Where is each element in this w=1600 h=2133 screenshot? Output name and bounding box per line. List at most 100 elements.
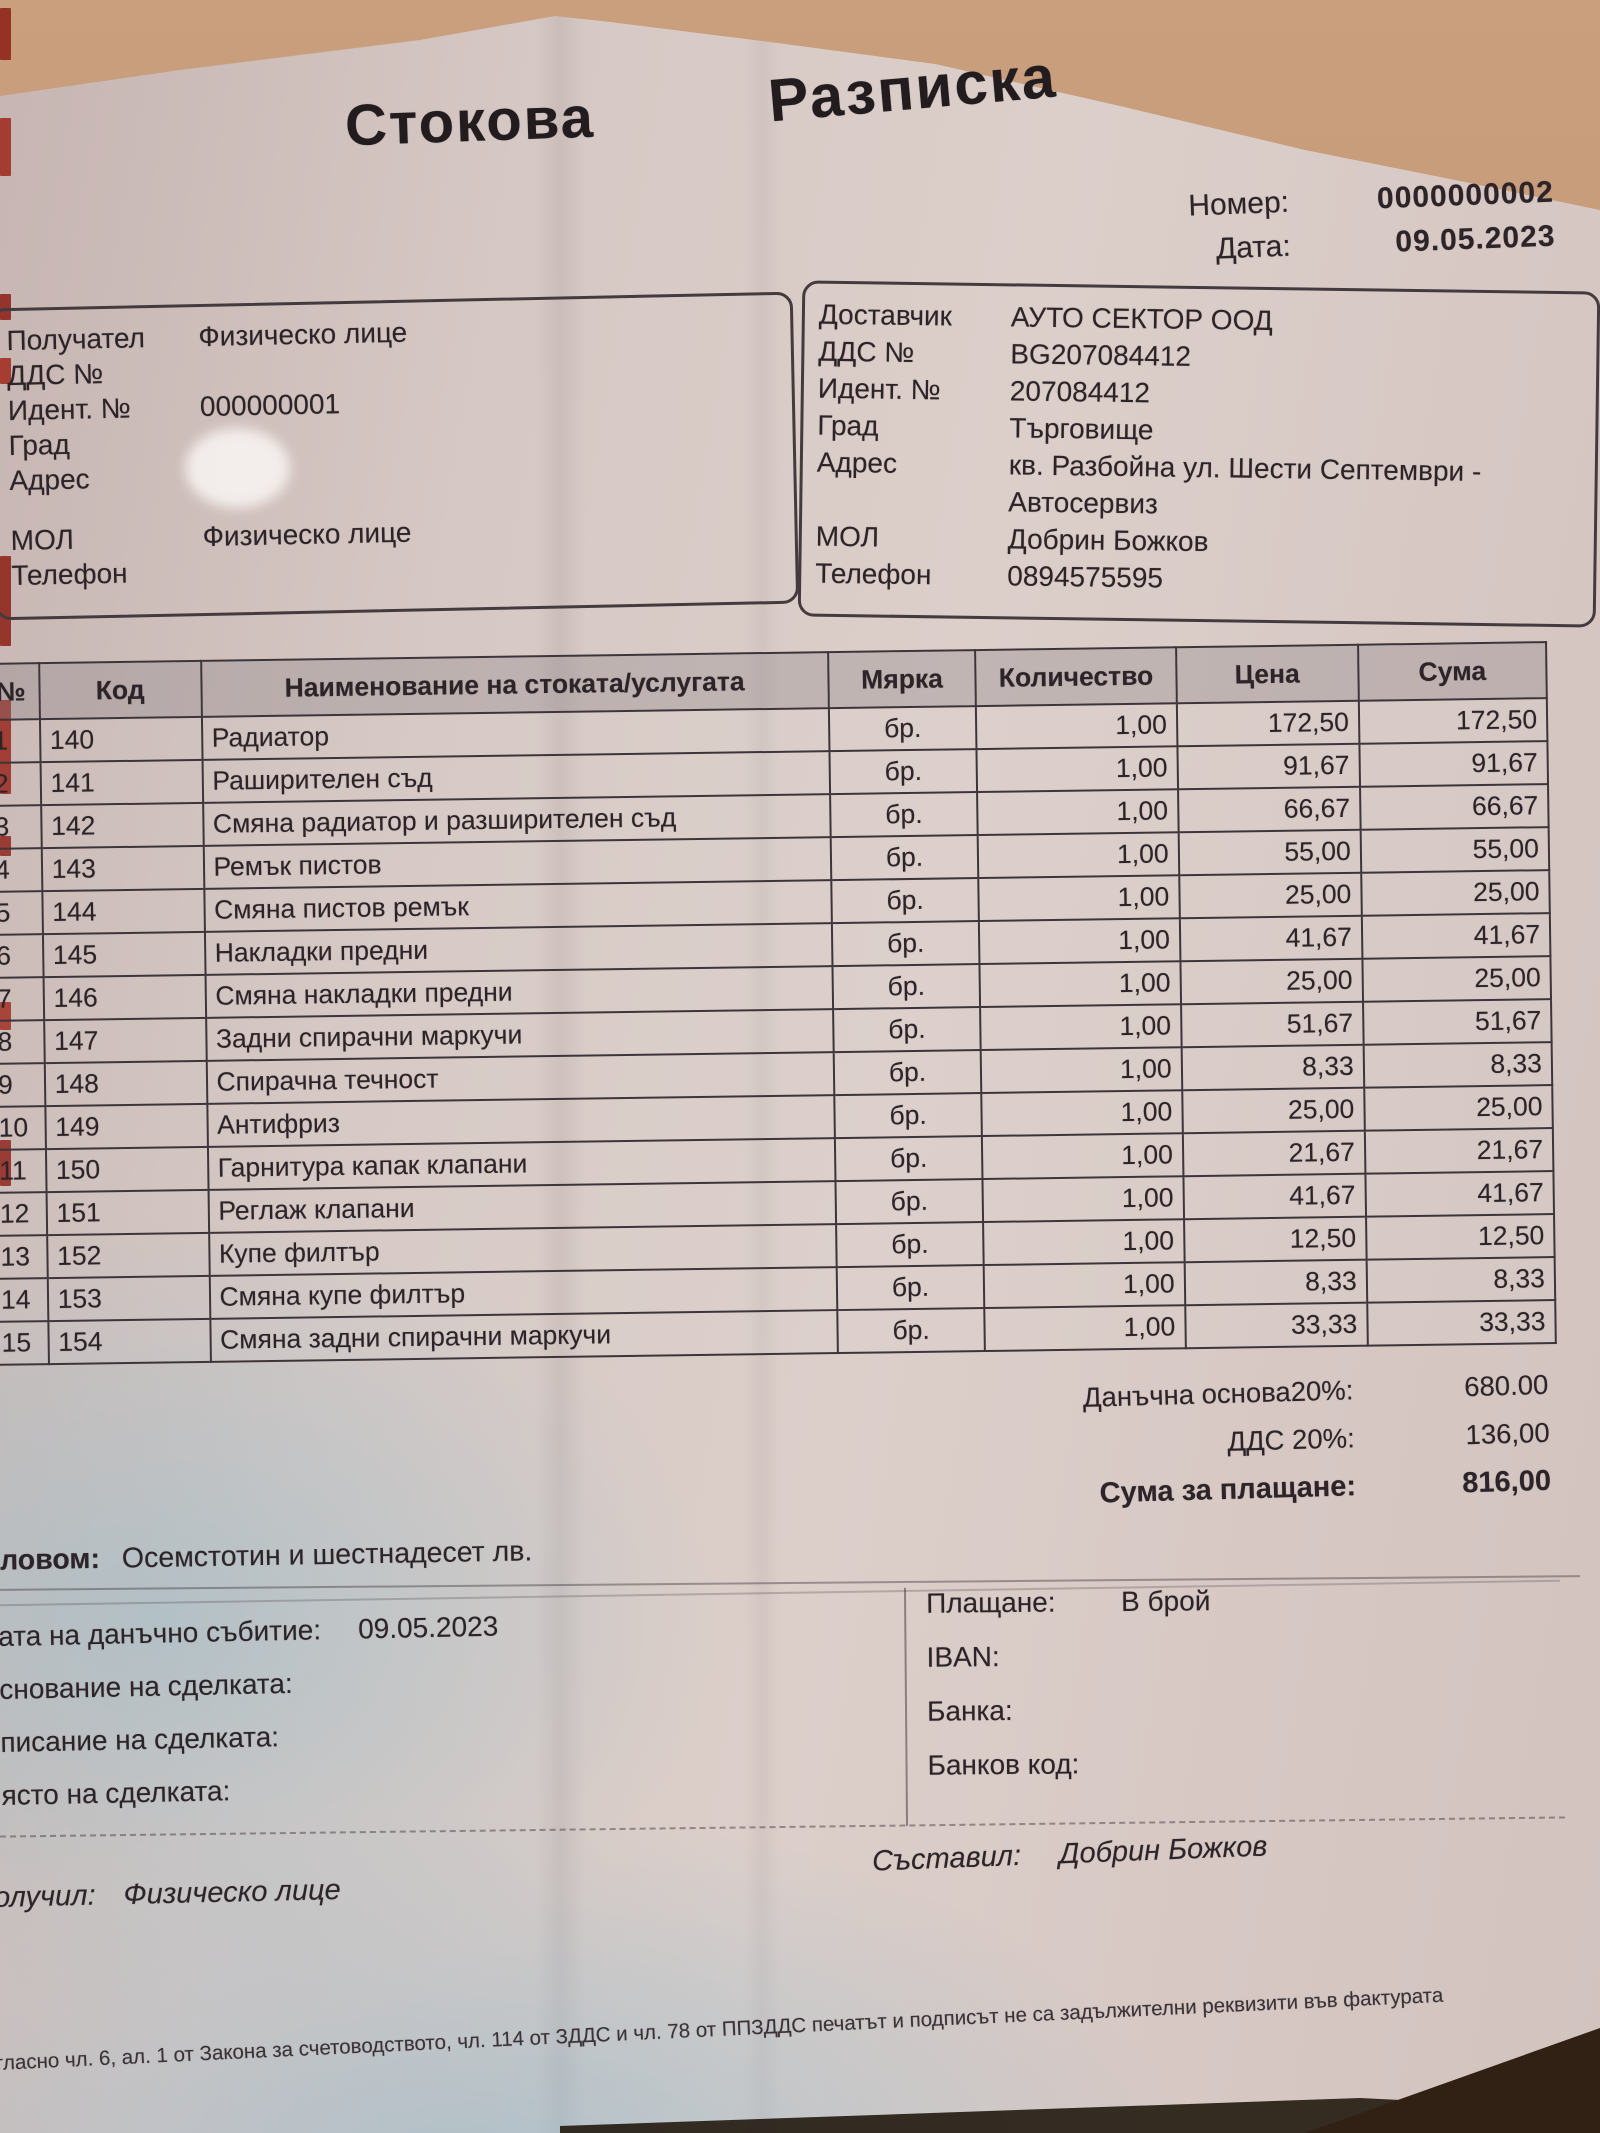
cell-no: 2 — [0, 762, 41, 806]
cell-sum: 41,67 — [1361, 913, 1551, 959]
amount-in-words-label: ловом: — [0, 1542, 101, 1577]
col-header-sum: Сума — [1357, 642, 1547, 701]
field-label: МОЛ — [815, 520, 880, 553]
cell-code: 141 — [40, 759, 203, 806]
cell-code: 145 — [42, 931, 206, 978]
photo-edge-artifact — [0, 8, 11, 60]
cell-no: 8 — [0, 1020, 45, 1064]
document-meta: Номер: 0000000002 Дата: 09.05.2023 — [1113, 176, 1556, 281]
cell-no: 11 — [0, 1149, 47, 1193]
cell-unit: бр. — [835, 1179, 984, 1225]
photo-edge-artifact — [0, 118, 11, 176]
cell-sum: 33,33 — [1367, 1300, 1556, 1346]
field-label: Плащане: — [925, 1586, 1056, 1619]
date-label: Дата: — [1215, 229, 1292, 266]
photo-edge-artifact — [0, 700, 11, 794]
cell-sum: 25,00 — [1361, 870, 1550, 916]
cell-price: 66,67 — [1177, 786, 1361, 833]
cell-price: 8,33 — [1184, 1259, 1368, 1306]
photo-edge-artifact — [0, 556, 11, 646]
composed-by-value: Добрин Божков — [1058, 1830, 1268, 1871]
col-header-no: № — [0, 663, 40, 720]
cell-price: 51,67 — [1180, 1001, 1364, 1048]
vat-row: ДДС 20%: 136,00 — [894, 1417, 1550, 1467]
cell-unit: бр. — [836, 1265, 985, 1311]
cell-code: 144 — [42, 888, 205, 935]
cell-sum: 25,00 — [1364, 1085, 1553, 1131]
cell-no: 5 — [0, 891, 43, 935]
payment-row: Банков код: — [927, 1744, 1567, 1782]
cell-unit: бр. — [835, 1222, 985, 1268]
cell-sum: 91,67 — [1359, 741, 1549, 787]
tax-base-row: Данъчна основа20%: 680.00 — [893, 1369, 1549, 1419]
cell-price: 8,33 — [1181, 1044, 1365, 1091]
composed-by: Съставил: Добрин Божков — [872, 1830, 1268, 1878]
total-due-label: Сума за плащане: — [1099, 1470, 1357, 1510]
field-label: ДДС № — [818, 335, 915, 369]
cell-price: 91,67 — [1177, 743, 1360, 790]
col-header-price: Цена — [1175, 644, 1359, 704]
field-value: В брой — [1120, 1585, 1211, 1617]
cell-price: 25,00 — [1181, 1087, 1365, 1134]
cell-qty: 1,00 — [984, 1305, 1186, 1352]
amount-in-words-value: Осемстотин и шестнадесет лв. — [121, 1535, 533, 1575]
tax-base-label: Данъчна основа20%: — [1082, 1374, 1354, 1413]
field-label: Банков код: — [927, 1748, 1080, 1781]
number-label: Номер: — [1187, 185, 1290, 223]
col-header-qty: Количество — [975, 647, 1177, 707]
cell-no: 4 — [0, 848, 43, 892]
payment-row: Плащане: В брой — [926, 1582, 1566, 1620]
cell-price: 25,00 — [1178, 872, 1362, 919]
cell-unit: бр. — [830, 878, 980, 924]
vat-value: 136,00 — [1465, 1416, 1551, 1451]
total-due-row: Сума за плащане: 816,00 — [896, 1465, 1552, 1516]
field-value — [1122, 1690, 1567, 1726]
cell-sum: 12,50 — [1365, 1214, 1555, 1260]
field-label: Идент. № — [817, 372, 941, 406]
cell-sum: 66,67 — [1359, 784, 1549, 830]
recipient-box: Получател Физическо лице ДДС № Идент. № … — [0, 291, 800, 621]
tax-base-value: 680.00 — [1463, 1368, 1549, 1403]
payment-row: IBAN: — [926, 1636, 1566, 1674]
cell-qty: 1,00 — [976, 703, 1178, 750]
cell-code: 149 — [45, 1103, 208, 1150]
cell-sum: 8,33 — [1363, 1042, 1553, 1088]
field-label: Град — [8, 428, 71, 462]
supplier-row: Адрес кв. Разбойна ул. Шести Септември -… — [816, 444, 1581, 529]
cell-qty: 1,00 — [981, 1047, 1182, 1094]
field-label: ясто на сделката: — [1, 1775, 231, 1811]
col-header-unit: Мярка — [827, 650, 977, 709]
cell-qty: 1,00 — [979, 918, 1181, 965]
cell-code: 150 — [45, 1146, 209, 1193]
cell-price: 25,00 — [1180, 958, 1363, 1005]
document-date-row: Дата: 09.05.2023 — [1115, 220, 1556, 271]
field-label: Получател — [6, 322, 146, 357]
payment-row: Банка: — [927, 1690, 1567, 1728]
field-label: Телефон — [815, 557, 932, 591]
cell-unit: бр. — [828, 706, 977, 752]
cell-qty: 1,00 — [980, 1004, 1182, 1051]
transaction-row: писание на сделката: — [0, 1709, 860, 1759]
cell-no: 9 — [0, 1063, 46, 1107]
amount-in-words: ловом: Осемстотин и шестнадесет лв. — [0, 1535, 533, 1577]
items-table: № Код Наименование на стоката/услугата М… — [0, 641, 1557, 1366]
cell-code: 154 — [48, 1318, 211, 1365]
col-header-name: Наименование на стоката/услугата — [200, 652, 829, 717]
date-value: 09.05.2023 — [1394, 219, 1557, 259]
cell-code: 140 — [39, 716, 203, 763]
cell-price: 21,67 — [1182, 1130, 1366, 1177]
photo-edge-artifact — [0, 358, 11, 384]
paper-smudge — [185, 428, 290, 508]
cell-qty: 1,00 — [978, 875, 1180, 922]
cell-unit: бр. — [833, 1050, 982, 1096]
cell-sum: 21,67 — [1364, 1128, 1554, 1174]
field-value: 09.05.2023 — [357, 1610, 499, 1645]
received-by-label: олучил: — [0, 1879, 96, 1914]
photo-edge-artifact — [0, 1002, 11, 1030]
cell-unit: бр. — [832, 1007, 982, 1053]
cell-unit: бр. — [833, 1093, 983, 1139]
field-value — [360, 1709, 861, 1751]
field-value — [359, 1656, 860, 1698]
cell-qty: 1,00 — [978, 832, 1179, 879]
